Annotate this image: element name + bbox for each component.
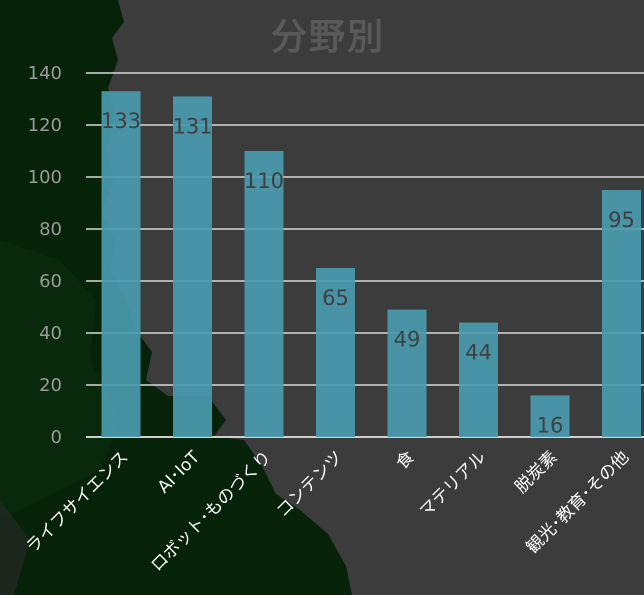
y-tick-label: 60 — [39, 271, 62, 292]
grid-layer — [86, 72, 644, 438]
category-label: ロボット･ものづくり — [147, 447, 275, 575]
category-label: ライフサイエンス — [23, 447, 133, 557]
data-label: 131 — [172, 114, 212, 138]
chart-title: 分野別 — [270, 17, 385, 58]
data-label: 44 — [465, 341, 492, 365]
bar — [387, 309, 427, 437]
category-label: コンテンツ — [273, 447, 347, 521]
data-label: 65 — [322, 286, 349, 310]
bars-layer — [101, 91, 641, 438]
category-label: 脱炭素 — [511, 447, 561, 497]
category-label: マテリアル — [416, 447, 490, 521]
y-tick-label: 80 — [39, 219, 62, 240]
y-tick-label: 40 — [39, 323, 62, 344]
data-label: 95 — [608, 208, 635, 232]
y-tick-label: 100 — [28, 167, 62, 188]
data-label: 49 — [394, 328, 421, 352]
data-label: 133 — [101, 109, 141, 133]
bar — [459, 322, 498, 437]
data-label: 110 — [244, 169, 284, 193]
bar — [173, 96, 212, 438]
bar — [101, 91, 141, 437]
bar — [244, 151, 284, 437]
bar — [316, 268, 355, 437]
y-tick-label: 0 — [51, 427, 62, 448]
data-label: 16 — [537, 413, 564, 437]
y-tick-label: 20 — [39, 375, 62, 396]
y-axis: 0 20 40 60 80 100 120 140 — [28, 63, 62, 448]
category-label: AI･IoT — [154, 447, 205, 498]
bar — [602, 190, 641, 437]
y-tick-label: 120 — [28, 115, 62, 136]
y-tick-label: 140 — [28, 63, 62, 84]
data-labels-layer: 133 131 110 65 49 44 16 95 — [101, 109, 635, 437]
category-label: 食 — [392, 447, 418, 473]
bar — [530, 395, 570, 437]
